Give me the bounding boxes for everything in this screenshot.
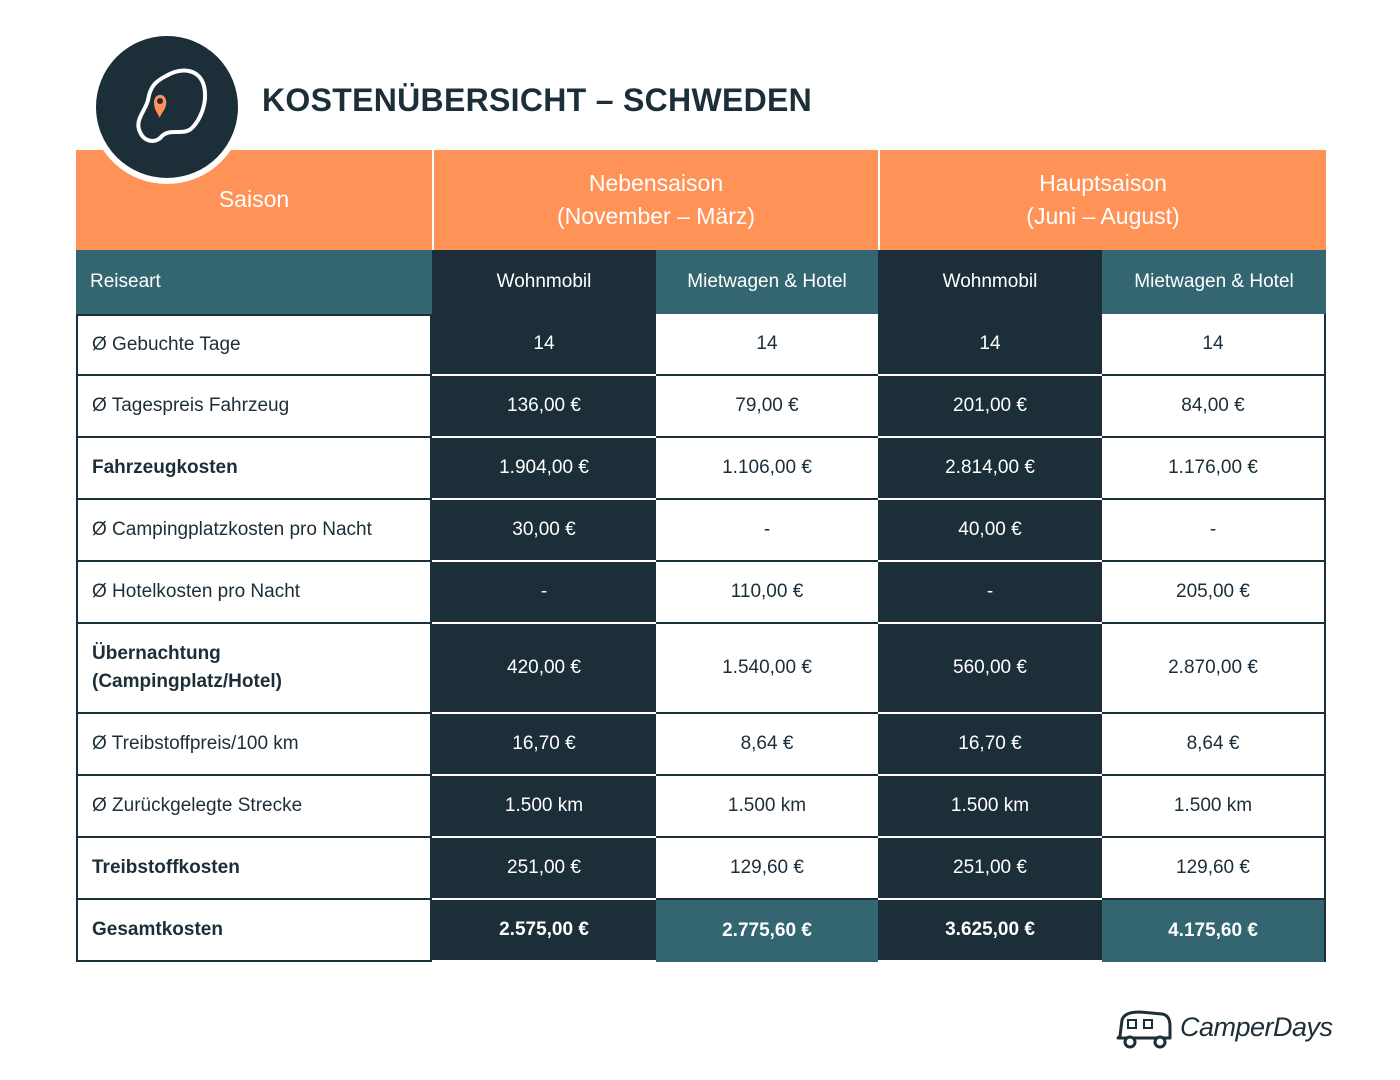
- value-cell: 16,70 €: [432, 714, 656, 776]
- value-cell: 40,00 €: [878, 500, 1102, 562]
- value-cell: 251,00 €: [878, 838, 1102, 900]
- value-cell: -: [1102, 500, 1326, 562]
- value-cell: 1.500 km: [1102, 776, 1326, 838]
- value-cell: 1.904,00 €: [432, 438, 656, 500]
- value-cell: 3.625,00 €: [878, 900, 1102, 962]
- row-label: Ø Treibstoffpreis/100 km: [76, 714, 432, 776]
- value-cell: 1.176,00 €: [1102, 438, 1326, 500]
- brand: CamperDays: [1180, 1012, 1333, 1042]
- row-label: Übernachtung (Campingplatz/Hotel): [76, 624, 432, 714]
- brand-logo: [1116, 1010, 1172, 1049]
- value-cell: 1.500 km: [656, 776, 878, 838]
- row-label: Ø Gebuchte Tage: [76, 314, 432, 376]
- season-cell: Saison: [76, 150, 432, 250]
- column-header: Wohnmobil: [432, 250, 656, 314]
- column-header: Wohnmobil: [878, 250, 1102, 314]
- season-cell: Nebensaison (November – März): [432, 150, 878, 250]
- value-cell: 2.775,60 €: [656, 900, 878, 962]
- value-cell: 201,00 €: [878, 376, 1102, 438]
- row-label: Treibstoffkosten: [76, 838, 432, 900]
- season-name: Saison: [218, 186, 290, 213]
- value-cell: 129,60 €: [1102, 838, 1326, 900]
- value-cell: 14: [432, 314, 656, 376]
- value-cell: -: [656, 500, 878, 562]
- value-cell: 1.540,00 €: [656, 624, 878, 714]
- column-header: Reiseart: [76, 250, 432, 314]
- value-cell: 1.500 km: [432, 776, 656, 838]
- value-cell: 2.870,00 €: [1102, 624, 1326, 714]
- value-cell: 30,00 €: [432, 500, 656, 562]
- value-cell: -: [878, 562, 1102, 624]
- value-cell: 14: [656, 314, 878, 376]
- value-cell: 110,00 €: [656, 562, 878, 624]
- value-cell: 129,60 €: [656, 838, 878, 900]
- value-cell: 79,00 €: [656, 376, 878, 438]
- row-label: Ø Zurückgelegte Strecke: [76, 776, 432, 838]
- row-label: Ø Campingplatzkosten pro Nacht: [76, 500, 432, 562]
- value-cell: 14: [1102, 314, 1326, 376]
- value-cell: -: [432, 562, 656, 624]
- season-cell: Hauptsaison (Juni – August): [878, 150, 1326, 250]
- row-label: Gesamtkosten: [76, 900, 432, 962]
- column-header: Mietwagen & Hotel: [656, 250, 878, 314]
- value-cell: 205,00 €: [1102, 562, 1326, 624]
- value-cell: 2.814,00 €: [878, 438, 1102, 500]
- season-name: Hauptsaison: [1039, 169, 1167, 196]
- value-cell: 4.175,60 €: [1102, 900, 1326, 962]
- value-cell: 2.575,00 €: [432, 900, 656, 962]
- row-label: Fahrzeugkosten: [76, 438, 432, 500]
- season-name: Nebensaison: [588, 169, 724, 196]
- value-cell: 136,00 €: [432, 376, 656, 438]
- value-cell: 1.500 km: [878, 776, 1102, 838]
- value-cell: 8,64 €: [656, 714, 878, 776]
- value-cell: 8,64 €: [1102, 714, 1326, 776]
- season-period: (Juni – August): [1026, 203, 1180, 229]
- title: KOSTENÜBERSICHT – SCHWEDEN: [262, 82, 813, 118]
- season-header: [76, 150, 1326, 250]
- row-label: Ø Tagespreis Fahrzeug: [76, 376, 432, 438]
- value-cell: 16,70 €: [878, 714, 1102, 776]
- map-icon: [90, 30, 244, 184]
- value-cell: 251,00 €: [432, 838, 656, 900]
- season-period: (November – März): [556, 203, 756, 229]
- value-cell: 420,00 €: [432, 624, 656, 714]
- value-cell: 14: [878, 314, 1102, 376]
- value-cell: 560,00 €: [878, 624, 1102, 714]
- row-label: Ø Hotelkosten pro Nacht: [76, 562, 432, 624]
- column-header: Mietwagen & Hotel: [1102, 250, 1326, 314]
- value-cell: 84,00 €: [1102, 376, 1326, 438]
- value-cell: 1.106,00 €: [656, 438, 878, 500]
